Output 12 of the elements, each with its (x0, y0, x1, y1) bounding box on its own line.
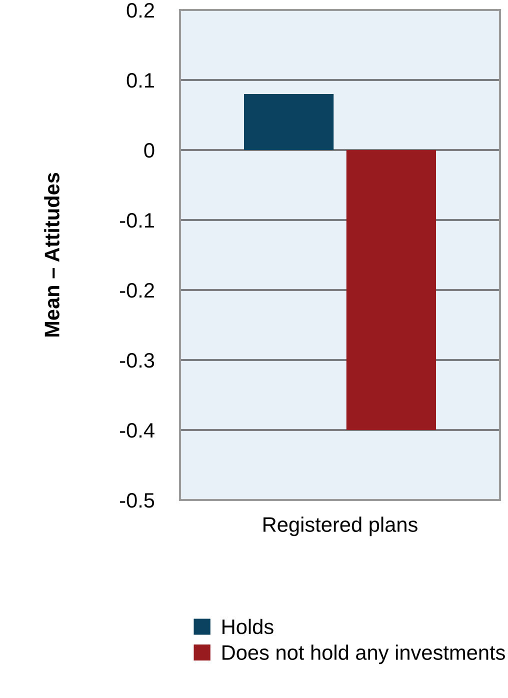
y-tick-label: -0.2 (120, 283, 154, 298)
y-tick-label: -0.5 (120, 493, 154, 508)
y-tick-label: -0.4 (120, 423, 154, 438)
y-tick-label: 0.2 (126, 3, 154, 18)
y-tick-label: -0.3 (120, 353, 154, 368)
y-tick-label: 0.1 (126, 73, 154, 88)
y-tick-label: -0.1 (120, 213, 154, 228)
legend-label: Holds (222, 618, 274, 634)
y-tick-label: 0 (144, 143, 154, 158)
y-axis-title: Mean – Attitudes (44, 172, 60, 337)
legend-label: Does not hold any investments (222, 644, 505, 664)
x-tick-label: Registered plans (264, 516, 418, 536)
